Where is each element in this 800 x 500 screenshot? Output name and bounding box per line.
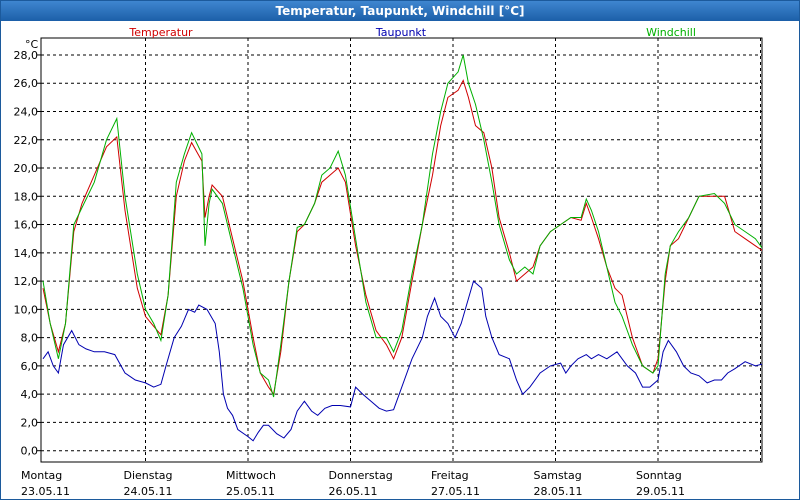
series-line-temperatur [42,79,762,396]
y-tick-label: 12,0 [14,275,39,288]
y-tick-label: 26,0 [14,77,39,90]
y-tick-label: 22,0 [14,134,39,147]
x-date-label: 26.05.11 [329,485,378,498]
x-date-label: 25.05.11 [226,485,275,498]
x-date-label: 27.05.11 [431,485,480,498]
plot-area [40,37,763,463]
x-date-label: 29.05.11 [636,485,685,498]
x-day-label: Montag [21,469,62,482]
window-title: Temperatur, Taupunkt, Windchill [°C] [1,1,799,21]
chart-canvas: 0,0 2,0 4,0 6,0 8,0 10,0 12,0 14,0 16,0 18,0 20,0 2… [14,26,763,498]
y-tick-label: 10,0 [14,303,39,316]
x-day-label: Sonntag [636,469,682,482]
y-tick-label: 4,0 [21,388,39,401]
x-day-label: Samstag [534,469,582,482]
legend-temperatur: Temperatur [128,26,193,39]
x-date-label: 28.05.11 [534,485,583,498]
y-tick-label: 14,0 [14,247,39,260]
legend-taupunkt: Taupunkt [375,26,427,39]
legend-windchill: Windchill [646,26,696,39]
y-tick-label: 2,0 [21,416,39,429]
y-tick-label: 6,0 [21,360,39,373]
x-day-label: Dienstag [124,469,173,482]
y-tick-label: 24,0 [14,105,39,118]
x-day-label: Donnerstag [329,469,393,482]
x-day-label: Mittwoch [226,469,276,482]
y-tick-label: 16,0 [14,219,39,232]
series-line-taupunkt [42,280,762,442]
y-tick-label: 28,0 [14,49,39,62]
y-tick-label: 20,0 [14,162,39,175]
y-tick-label: 8,0 [21,332,39,345]
x-date-label: 23.05.11 [21,485,70,498]
x-day-label: Freitag [431,469,469,482]
x-date-label: 24.05.11 [124,485,173,498]
series-line-windchill [42,54,762,398]
y-tick-label: 0,0 [21,445,39,458]
y-tick-label: 18,0 [14,190,39,203]
y-axis-unit: °C [25,38,39,51]
